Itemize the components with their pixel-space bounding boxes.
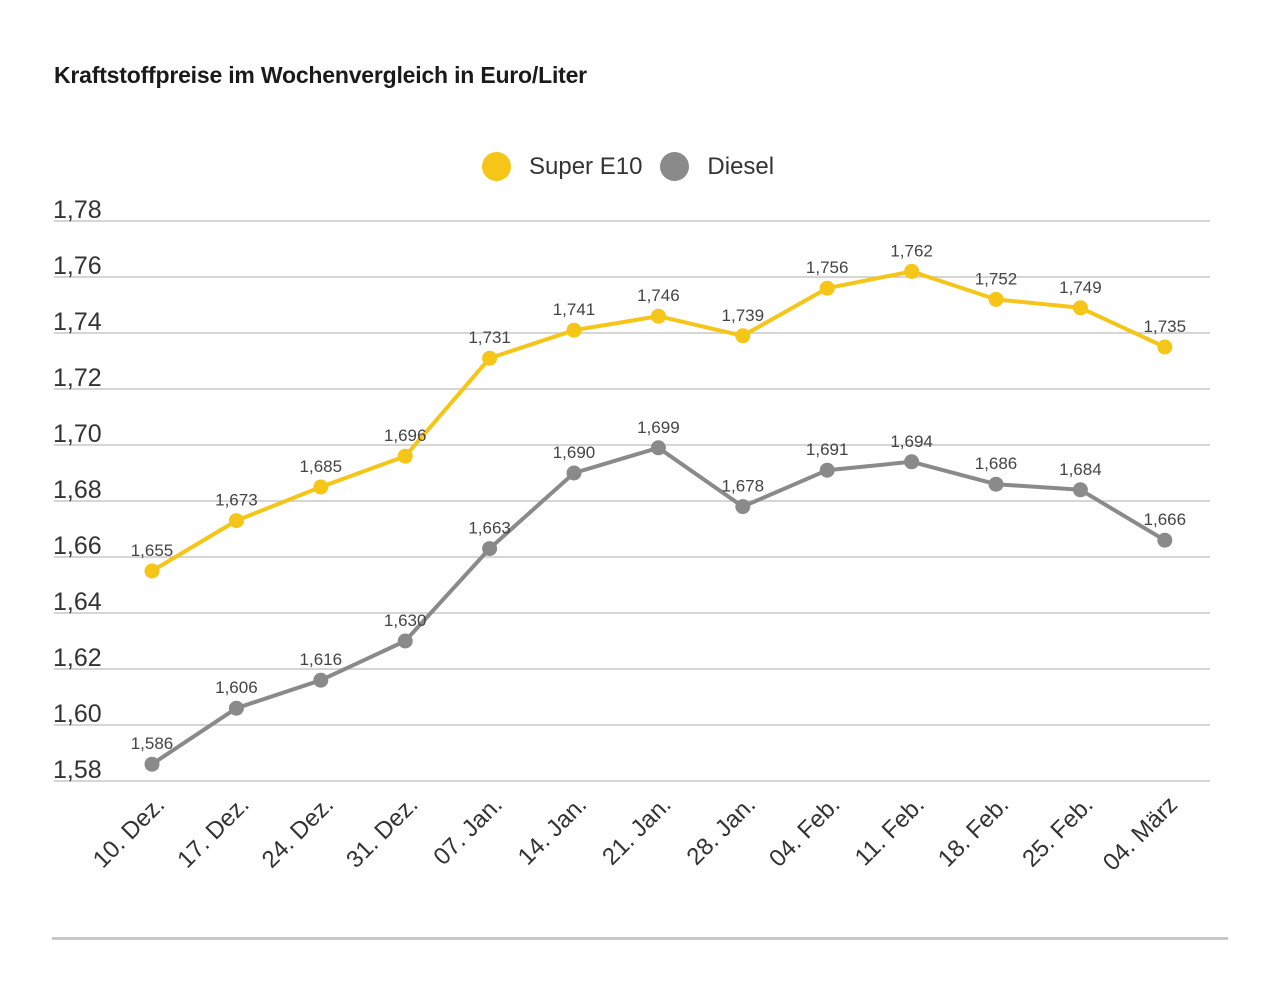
data-point	[1157, 339, 1173, 355]
series-diesel: 1,586 1,606 1,616 1,630 1,663 1,690 1,699 1,678…	[131, 418, 1186, 772]
legend-label-super-e10: Super E10	[529, 152, 643, 180]
data-label: 1,678	[722, 477, 765, 496]
data-point	[144, 756, 160, 772]
x-tick-label: 11. Feb.	[850, 791, 930, 871]
x-tick-label: 28. Jan.	[682, 791, 761, 870]
data-label: 1,616	[300, 650, 343, 669]
data-label: 1,739	[722, 306, 765, 325]
x-tick-label: 07. Jan.	[428, 791, 507, 870]
legend-item-super-e10: Super E10	[482, 152, 642, 181]
data-label: 1,696	[384, 426, 427, 445]
data-label: 1,694	[890, 432, 933, 451]
data-point	[819, 280, 835, 296]
legend-swatch-super-e10	[482, 152, 511, 181]
data-point	[904, 454, 920, 470]
data-point	[397, 633, 413, 649]
data-label: 1,630	[384, 611, 427, 630]
y-tick-label: 1,72	[53, 364, 102, 392]
y-tick-label: 1,70	[53, 420, 102, 448]
data-label: 1,746	[637, 286, 680, 305]
data-label: 1,691	[806, 440, 849, 459]
data-point	[566, 465, 582, 481]
data-point	[397, 448, 413, 464]
data-label: 1,762	[890, 241, 933, 260]
data-label: 1,699	[637, 418, 680, 437]
y-tick-label: 1,74	[53, 308, 102, 336]
data-point	[1072, 300, 1088, 316]
data-point	[650, 440, 666, 456]
x-tick-label: 10. Dez.	[88, 791, 170, 873]
x-tick-label: 14. Jan.	[513, 791, 592, 870]
data-point	[313, 672, 329, 688]
data-point	[819, 462, 835, 478]
data-point	[144, 563, 160, 579]
x-axis-labels: 10. Dez. 17. Dez. 24. Dez. 31. Dez. 07. Jan.…	[88, 791, 1183, 876]
data-point	[904, 263, 920, 279]
data-point	[228, 513, 244, 529]
x-tick-label: 25. Feb.	[1017, 791, 1098, 872]
y-tick-label: 1,76	[53, 252, 102, 280]
x-tick-label: 31. Dez.	[341, 791, 423, 873]
data-label: 1,666	[1144, 510, 1187, 529]
y-tick-label: 1,62	[53, 644, 102, 672]
data-label: 1,741	[553, 300, 596, 319]
data-point	[1072, 482, 1088, 498]
legend-swatch-diesel	[660, 152, 690, 181]
data-label: 1,684	[1059, 460, 1102, 479]
data-point	[650, 308, 666, 324]
data-point	[313, 479, 329, 495]
data-label: 1,685	[300, 457, 343, 476]
data-label: 1,586	[131, 734, 174, 753]
data-point	[735, 499, 751, 515]
chart-title: Kraftstoffpreise im Wochenvergleich in E…	[54, 62, 587, 88]
data-label: 1,655	[131, 541, 174, 560]
x-tick-label: 18. Feb.	[933, 791, 1014, 872]
data-label: 1,731	[468, 328, 511, 347]
data-label: 1,756	[806, 258, 849, 277]
data-point	[735, 328, 751, 344]
data-point	[988, 291, 1004, 307]
y-tick-label: 1,66	[53, 532, 102, 560]
data-point	[228, 700, 244, 716]
legend-label-diesel: Diesel	[707, 152, 775, 180]
series-super-e10: 1,655 1,673 1,685 1,696 1,731 1,741 1,746 1,739…	[131, 241, 1187, 579]
y-tick-label: 1,58	[53, 756, 102, 784]
data-label: 1,735	[1144, 317, 1187, 336]
legend-item-diesel: Diesel	[660, 152, 774, 181]
x-tick-label: 21. Jan.	[597, 791, 676, 870]
y-tick-label: 1,64	[53, 588, 102, 616]
x-tick-label: 04. März	[1098, 791, 1183, 876]
data-label: 1,752	[975, 269, 1018, 288]
y-tick-label: 1,68	[53, 476, 102, 504]
data-label: 1,749	[1059, 278, 1102, 297]
data-label: 1,663	[468, 519, 511, 538]
y-tick-label: 1,60	[53, 700, 102, 728]
x-tick-label: 04. Feb.	[764, 791, 845, 872]
data-label: 1,606	[215, 678, 258, 697]
x-tick-label: 17. Dez.	[172, 791, 254, 873]
data-point	[482, 541, 498, 557]
y-tick-label: 1,78	[53, 196, 102, 224]
x-tick-label: 24. Dez.	[257, 791, 339, 873]
bottom-divider	[52, 937, 1228, 940]
data-point	[482, 350, 498, 366]
data-point	[988, 476, 1004, 492]
gridlines: 1,58 1,60 1,62 1,64 1,66 1,68 1,70 1,72 1,74 1,76…	[53, 196, 1210, 784]
data-label: 1,690	[553, 443, 596, 462]
data-point	[566, 322, 582, 338]
data-label: 1,673	[215, 491, 258, 510]
data-label: 1,686	[975, 454, 1018, 473]
data-point	[1157, 532, 1173, 548]
chart-legend: Super E10 Diesel	[482, 152, 792, 181]
